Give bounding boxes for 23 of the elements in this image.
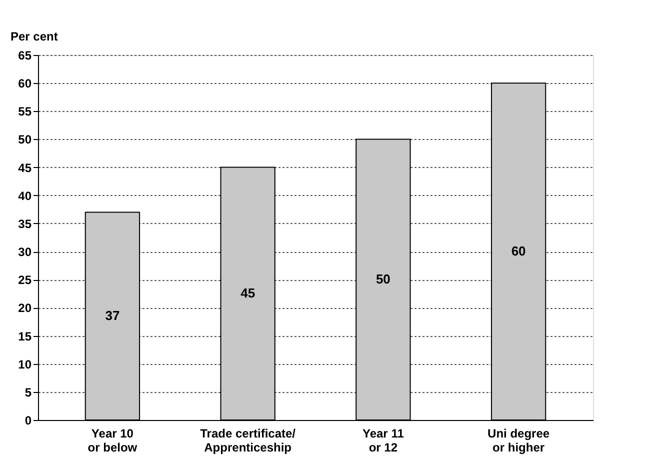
data-label: 37	[105, 308, 120, 324]
y-tick-label: 60	[18, 76, 32, 91]
y-tick-label: 0	[24, 414, 32, 428]
y-tick-label: 40	[18, 188, 32, 203]
y-tick-label: 65	[18, 48, 32, 62]
y-tick-label: 50	[18, 132, 32, 147]
y-axis-title: Per cent	[10, 30, 58, 44]
x-tick-label: Year 10 or below	[88, 426, 138, 454]
y-tick-label: 25	[18, 273, 32, 288]
x-tick-label: Trade certificate/ Apprenticeship	[200, 426, 296, 454]
data-label: 45	[240, 286, 256, 301]
y-tick-label: 20	[18, 301, 32, 316]
y-tick-label: 10	[18, 357, 32, 372]
y-tick-label: 30	[18, 245, 32, 260]
data-label: 60	[511, 244, 526, 259]
y-tick-label: 15	[18, 329, 32, 344]
y-tick-label: 55	[18, 104, 32, 119]
y-tick-label: 35	[18, 216, 32, 231]
y-tick-label: 5	[24, 385, 32, 400]
data-label: 50	[376, 272, 390, 287]
x-tick-label: Uni degree or higher	[488, 426, 550, 454]
x-tick-label: Year 11 or 12	[362, 426, 404, 454]
y-tick-label: 45	[18, 160, 32, 175]
